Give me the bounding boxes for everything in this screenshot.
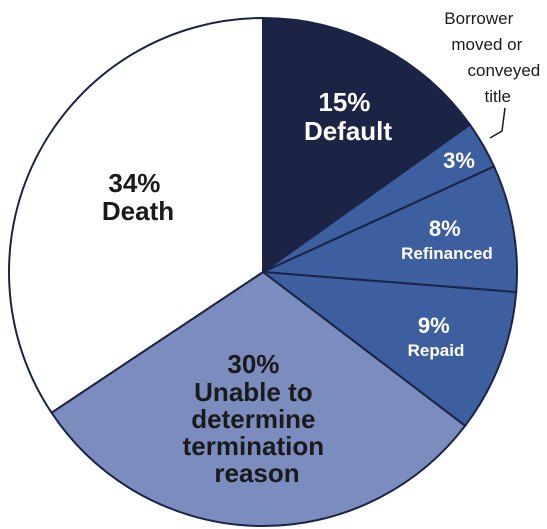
- pie-slices: [8, 16, 518, 527]
- pie-slice-unable: [50, 270, 467, 527]
- pie-slice-default: [262, 16, 472, 274]
- label-unable: 30% Unable to determine termination reas…: [183, 349, 332, 488]
- pie-slice-death: [8, 16, 264, 415]
- label-repaid: 9% Repaid: [408, 313, 465, 360]
- label-refinanced: 8% Refinanced: [401, 216, 493, 263]
- callout-leader-line: [489, 107, 506, 139]
- label-death: 34% Death: [102, 168, 174, 226]
- pie-slice-refinanced: [259, 165, 518, 294]
- label-default: 15% Default: [304, 87, 392, 146]
- label-moved: 3%: [443, 148, 475, 173]
- callout-moved: Borrower moved or conveyed title: [444, 9, 545, 106]
- pie-slice-repaid: [259, 270, 518, 428]
